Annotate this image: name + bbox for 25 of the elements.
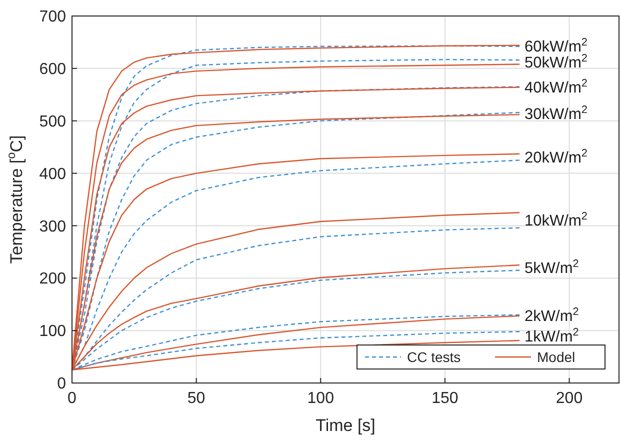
x-axis-title: Time [s]	[316, 416, 376, 435]
annotation: 50kW/m$^{2}$	[524, 52, 588, 72]
y-tick-label: 400	[39, 166, 66, 183]
y-tick-label: 100	[39, 323, 66, 340]
annotation: 5kW/m$^{2}$	[524, 258, 579, 278]
x-tick-label: 100	[307, 390, 334, 407]
y-tick-label: 0	[57, 376, 66, 393]
y-tick-label: 200	[39, 270, 66, 288]
y-tick-label: 300	[39, 218, 66, 236]
y-tick-label: 600	[39, 61, 66, 78]
annotation: 10kW/m$^{2}$	[524, 210, 588, 230]
y-tick-label: 700	[39, 8, 66, 26]
annotation: 30kW/m$^{2}$	[524, 104, 588, 123]
x-tick-label: 150	[432, 390, 458, 407]
y-tick-label: 500	[39, 113, 66, 130]
annotation: 40kW/m$^{2}$	[524, 77, 588, 96]
x-tick-label: 200	[556, 390, 583, 407]
annotation: 60kW/m$^{2}$	[524, 36, 588, 56]
x-tick-label: 0	[68, 390, 77, 407]
x-tick-label: 50	[187, 390, 206, 407]
annotation: 20kW/m$^{2}$	[524, 147, 588, 166]
legend-label: CC tests	[407, 348, 461, 365]
legend-label: Model	[537, 348, 576, 365]
annotation: 1kW/m$^{2}$	[524, 326, 579, 346]
annotation: 2kW/m$^{2}$	[524, 306, 579, 325]
